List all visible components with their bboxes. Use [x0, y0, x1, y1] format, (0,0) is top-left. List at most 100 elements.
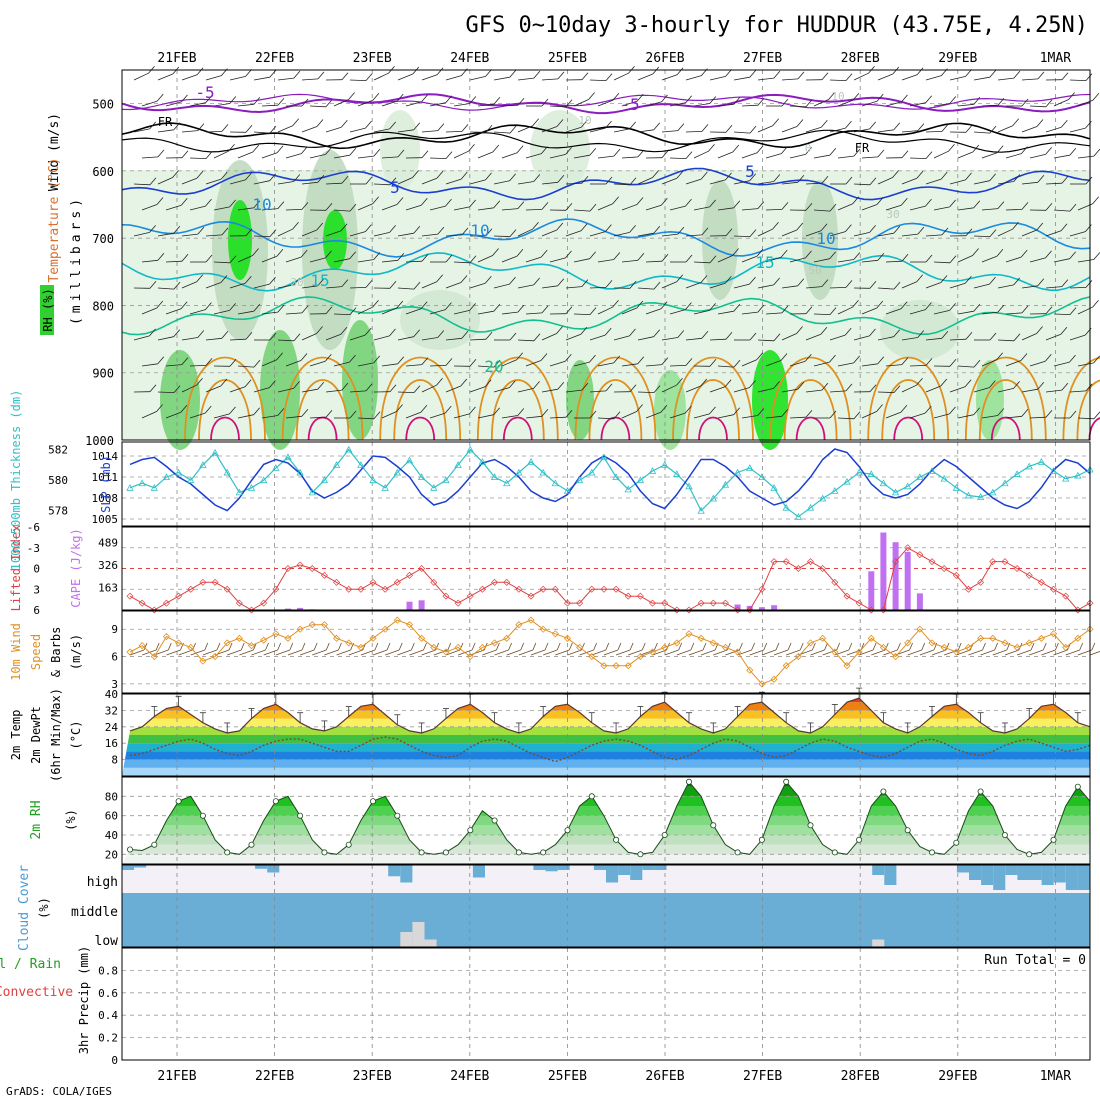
- wind-barb: [493, 387, 510, 393]
- wind-speed-point: [405, 621, 414, 629]
- wind-barb: [573, 154, 590, 159]
- thickness-point: [964, 491, 973, 499]
- thickness-point: [1074, 471, 1082, 479]
- pressure-tick-label: 600: [92, 165, 114, 179]
- wind-barb: [205, 337, 222, 341]
- wind-barb-feather: [565, 203, 573, 211]
- wind-barb: [637, 177, 653, 185]
- precip-tick-label: 0.2: [98, 1032, 118, 1045]
- date-label-top: 23FEB: [353, 51, 392, 66]
- wind10m-units: (m/s): [69, 634, 83, 670]
- wind-barb-feather: [685, 198, 692, 207]
- cloud-units: (%): [37, 897, 51, 919]
- wind-barb-feather: [805, 203, 813, 211]
- li-tick-label: 0: [33, 563, 40, 576]
- wind-speed-point: [150, 652, 158, 661]
- wind-barb-feather: [293, 381, 300, 389]
- wind-barb: [861, 363, 878, 367]
- wind-barb-feather: [1013, 174, 1021, 182]
- wind-speed-point: [442, 648, 450, 656]
- wind-barb: [133, 232, 150, 237]
- wind-barb: [381, 204, 398, 211]
- wind-barb: [661, 281, 677, 289]
- wind-barb-feather: [156, 197, 164, 205]
- wind-barb-feather: [724, 276, 732, 284]
- wind-barb: [733, 387, 750, 393]
- wind-barb: [909, 412, 926, 419]
- wind-barb-feather: [156, 93, 164, 102]
- wind-barb-feather: [300, 249, 308, 258]
- lifted-index-point: [248, 606, 256, 614]
- wind-barb: [877, 287, 895, 290]
- wind-barb: [933, 413, 950, 419]
- wind-barb: [573, 361, 590, 367]
- wind-barb: [205, 75, 222, 81]
- wind-barb-feather: [269, 229, 277, 237]
- wind-barb-feather: [1012, 221, 1019, 230]
- wind-speed-point: [673, 639, 681, 647]
- surface-wind-barb: [980, 649, 995, 656]
- wind-barb: [421, 130, 438, 133]
- wind-barb: [613, 232, 630, 237]
- wind-barb: [765, 256, 782, 263]
- rh-shade-blob: [880, 300, 960, 360]
- thickness-tick-label: 578: [48, 505, 68, 518]
- wind-speed-point: [223, 639, 231, 647]
- wind-barb: [717, 414, 734, 419]
- wind-barb-feather: [229, 96, 237, 104]
- wind-barb: [909, 102, 926, 107]
- lifted-index-point: [381, 585, 389, 593]
- rh-shade-blob: [228, 200, 252, 280]
- wind-barb-feather: [965, 125, 973, 133]
- temp-tick-label: 32: [105, 704, 118, 717]
- wind-barb-feather: [612, 93, 620, 101]
- wind-barb: [877, 73, 893, 81]
- wind-barb-feather: [925, 358, 933, 366]
- wind-barb-feather: [581, 382, 589, 391]
- wind-barb: [253, 387, 270, 393]
- wind-barb: [421, 337, 438, 341]
- wind-barb-feather: [396, 93, 404, 102]
- diurnal-temperature-contour: [184, 356, 266, 441]
- wind-barb: [1005, 256, 1022, 263]
- slp-tick-label: 1014: [92, 450, 119, 463]
- wind-barb-feather: [293, 333, 301, 342]
- wind-barb-feather: [629, 328, 636, 337]
- wind-barb-feather: [244, 276, 252, 284]
- wind-barb: [933, 310, 950, 315]
- wind-barb-feather: [749, 380, 756, 388]
- wind-speed-point: [770, 675, 778, 683]
- wind-barb: [229, 179, 246, 185]
- wind-barb: [181, 281, 197, 289]
- rh-shade-blob: [323, 210, 347, 270]
- rh2m-point: [151, 841, 158, 848]
- wind-barb: [157, 73, 173, 81]
- rh2m-point: [904, 827, 911, 834]
- thickness-point: [199, 461, 207, 468]
- wind-barb-feather: [253, 200, 261, 209]
- wind-barb: [1053, 258, 1070, 263]
- wind-barb-feather: [228, 143, 235, 152]
- high-cloud-bar: [122, 865, 135, 870]
- wind-barb-feather: [396, 197, 404, 205]
- lifted-index-point: [624, 592, 632, 600]
- wind-barb-feather: [877, 356, 885, 365]
- wind-barb-feather: [485, 331, 493, 340]
- wind-barb: [717, 103, 734, 107]
- surface-wind-barb-feather: [1079, 642, 1084, 651]
- surface-wind-barb: [299, 649, 315, 656]
- wind-barb-feather: [157, 253, 165, 261]
- rh-tick-label: 40: [105, 829, 118, 842]
- wind-barb-feather: [893, 225, 901, 234]
- wind-barb-feather: [724, 379, 732, 388]
- wind-barb-feather: [445, 198, 452, 207]
- surface-wind-barb-feather: [751, 642, 755, 651]
- thickness-point: [296, 468, 304, 476]
- wind-barb-feather: [469, 96, 477, 104]
- wind-barb-feather: [1037, 175, 1045, 183]
- wind-barb: [301, 333, 317, 341]
- wind-barb: [165, 411, 182, 419]
- rh-band: [122, 854, 1090, 864]
- thickness-point: [563, 487, 572, 494]
